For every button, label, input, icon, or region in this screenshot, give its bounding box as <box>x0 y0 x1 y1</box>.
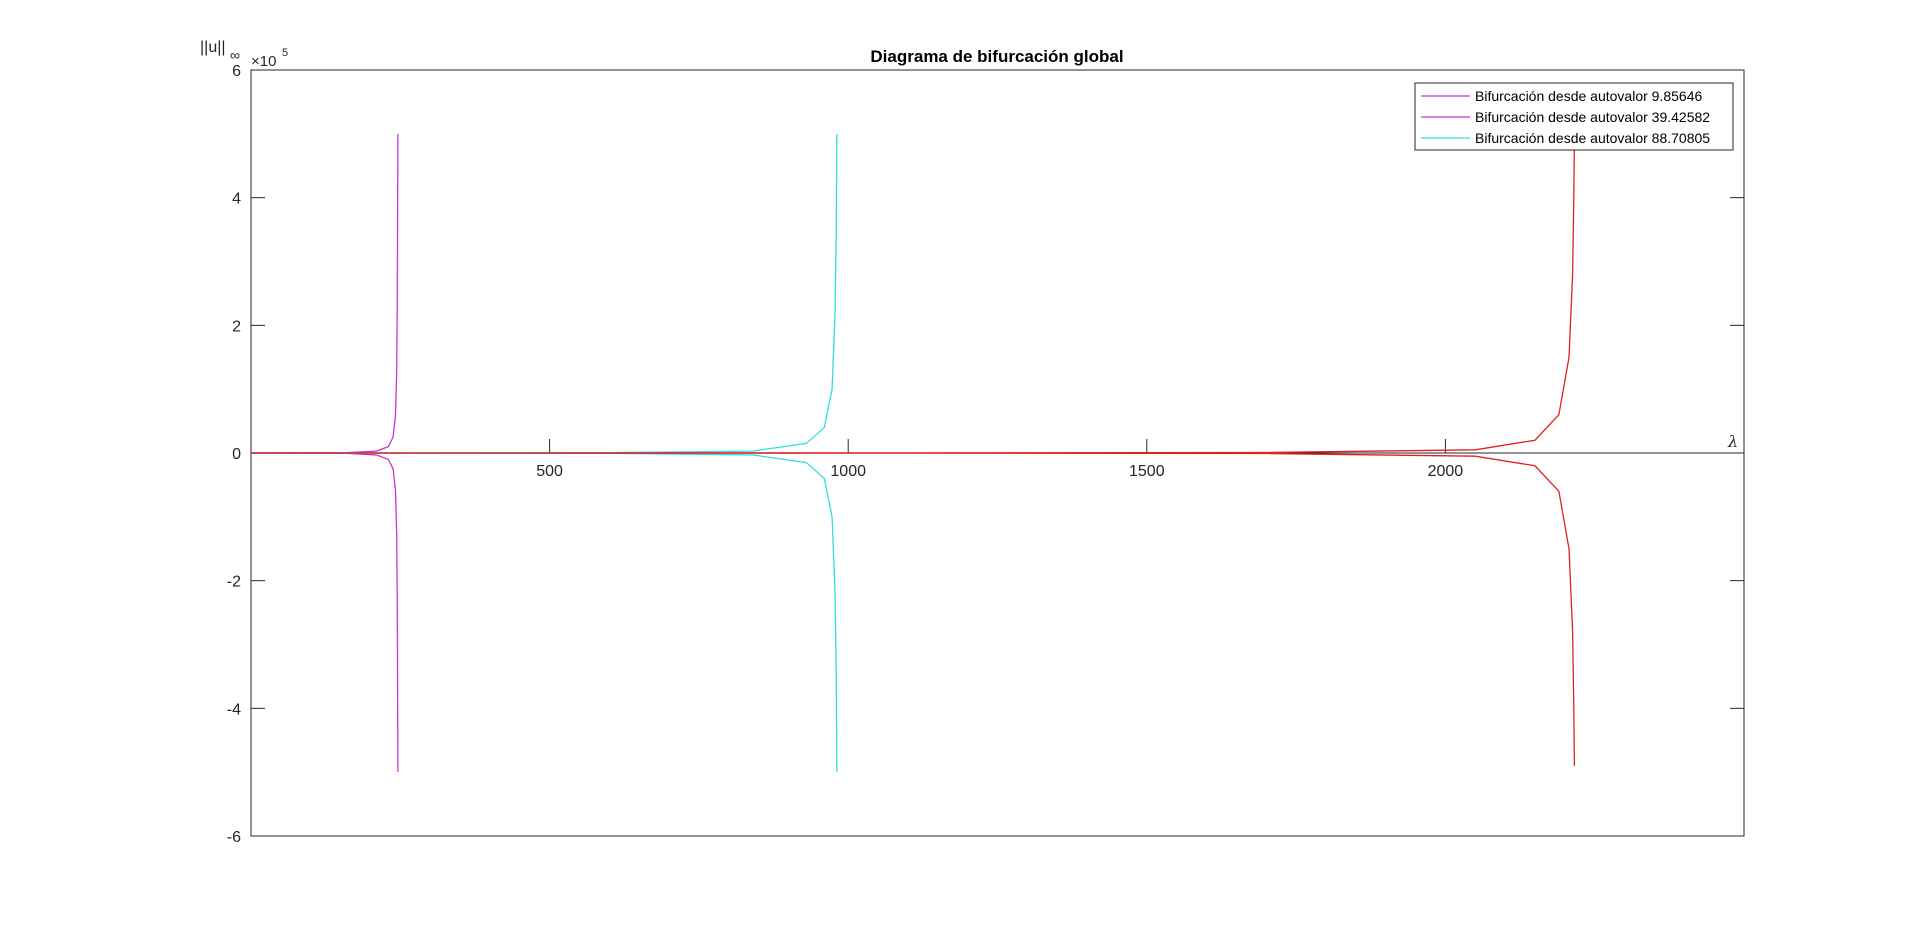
y-tick-label: 6 <box>232 63 241 80</box>
y-tick-label: -4 <box>227 701 241 718</box>
y-tick-label: -2 <box>227 574 241 591</box>
legend: Bifurcación desde autovalor 9.85646 Bifu… <box>1414 82 1734 151</box>
y-tick-label: -6 <box>227 829 241 846</box>
x-tick-label: 500 <box>536 463 563 480</box>
y-tick-label: 4 <box>232 191 241 208</box>
series-group <box>250 133 1576 773</box>
x-axis-label: λ <box>1727 432 1738 451</box>
legend-entry-3: Bifurcación desde autovalor 88.70805 <box>1475 130 1710 146</box>
legend-entry-2: Bifurcación desde autovalor 39.42582 <box>1475 109 1710 125</box>
y-axis-label-subscript: ∞ <box>230 47 240 63</box>
x-tick-label: 1500 <box>1129 463 1165 480</box>
x-tick-label: 1000 <box>830 463 866 480</box>
x-tick-label: 2000 <box>1428 463 1464 480</box>
series-1-branch-upper <box>250 133 399 454</box>
y-tick-label: 0 <box>232 446 241 463</box>
y-multiplier-base: ×10 <box>251 53 276 70</box>
series-1-branch-lower <box>250 452 399 773</box>
y-tick-label: 2 <box>232 318 241 335</box>
y-axis-label: ||u|| <box>200 39 226 56</box>
legend-entry-1: Bifurcación desde autovalor 9.85646 <box>1475 88 1702 104</box>
chart-title: Diagrama de bifurcación global <box>870 47 1123 66</box>
series-4-branch-lower <box>250 452 1576 766</box>
y-multiplier-exponent: 5 <box>282 47 288 59</box>
